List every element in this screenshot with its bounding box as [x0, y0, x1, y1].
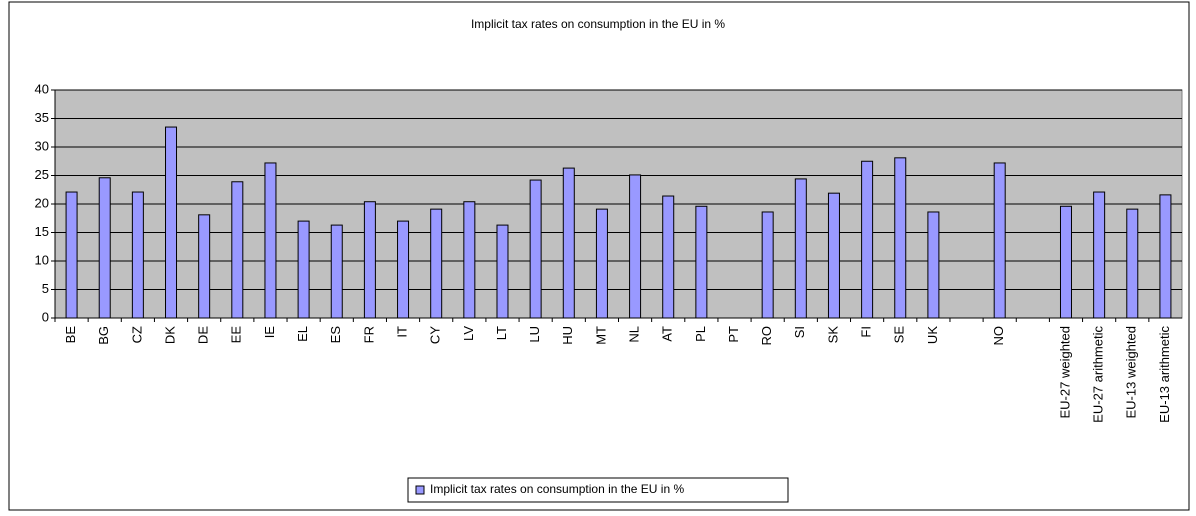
bar: [264, 162, 277, 319]
x-tick-label: HU: [560, 326, 575, 345]
bar: [695, 205, 708, 319]
legend-box: [407, 477, 789, 503]
x-tick-label: PT: [726, 326, 741, 343]
bar: [397, 220, 410, 319]
bar: [65, 191, 78, 319]
bar: [165, 126, 178, 319]
x-tick-label: IT: [394, 326, 409, 338]
x-tick-label: SI: [792, 326, 807, 338]
chart-title: Implicit tax rates on consumption in the…: [471, 17, 725, 31]
legend-label: Implicit tax rates on consumption in the…: [430, 482, 684, 496]
x-tick-label: RO: [759, 326, 774, 346]
bar: [231, 181, 244, 319]
bar: [927, 211, 940, 319]
legend-swatch: [415, 485, 425, 495]
bar: [463, 201, 476, 319]
x-tick-label: FR: [361, 326, 376, 343]
y-tick-label: 20: [35, 195, 49, 210]
bar: [297, 220, 310, 319]
bar: [861, 160, 874, 319]
x-tick-label: UK: [925, 326, 940, 344]
bar: [562, 167, 575, 319]
bar: [894, 157, 907, 319]
bar: [794, 178, 807, 319]
bar: [131, 191, 144, 319]
y-tick-label: 5: [42, 281, 49, 296]
x-tick-label: DE: [196, 326, 211, 344]
x-tick-label: ES: [328, 326, 343, 344]
x-tick-label: EE: [229, 326, 244, 344]
bar: [430, 208, 443, 319]
bar: [496, 224, 509, 319]
x-tick-label: NO: [991, 326, 1006, 346]
bar: [761, 211, 774, 319]
bar: [363, 201, 376, 319]
x-tick-label: IE: [262, 326, 277, 339]
x-tick-label: EU-27 weighted: [1057, 326, 1072, 419]
bar: [1159, 194, 1172, 319]
y-tick-label: 40: [35, 81, 49, 96]
y-tick-label: 35: [35, 110, 49, 125]
y-tick-label: 30: [35, 138, 49, 153]
x-tick-label: BG: [96, 326, 111, 345]
y-tick-label: 25: [35, 167, 49, 182]
x-tick-label: SK: [825, 326, 840, 344]
x-tick-label: LU: [527, 326, 542, 343]
bar: [1093, 191, 1106, 319]
bar: [330, 224, 343, 319]
bar: [198, 214, 211, 319]
x-tick-label: CY: [428, 326, 443, 344]
bar: [827, 192, 840, 319]
x-tick-label: PL: [693, 326, 708, 342]
x-tick-label: NL: [627, 326, 642, 343]
x-tick-label: LT: [494, 326, 509, 340]
x-tick-label: EU-13 weighted: [1124, 326, 1139, 419]
bar: [1126, 208, 1139, 319]
bar: [529, 179, 542, 319]
x-tick-label: EL: [295, 326, 310, 342]
x-tick-label: LV: [461, 326, 476, 341]
bar: [595, 208, 608, 319]
x-tick-label: EU-27 arithmetic: [1091, 326, 1106, 423]
x-tick-label: BE: [63, 326, 78, 344]
x-tick-label: SE: [892, 326, 907, 344]
y-tick-label: 10: [35, 252, 49, 267]
x-tick-label: DK: [162, 326, 177, 344]
bar: [98, 177, 111, 319]
bar: [662, 195, 675, 319]
bar: [993, 162, 1006, 319]
x-tick-label: MT: [593, 326, 608, 345]
y-tick-label: 15: [35, 224, 49, 239]
x-tick-label: FI: [859, 326, 874, 338]
x-tick-label: EU-13 arithmetic: [1157, 326, 1172, 423]
bar: [1059, 205, 1072, 319]
x-tick-label: AT: [660, 326, 675, 342]
bar: [629, 174, 642, 319]
x-tick-label: CZ: [129, 326, 144, 343]
y-tick-label: 0: [42, 309, 49, 324]
